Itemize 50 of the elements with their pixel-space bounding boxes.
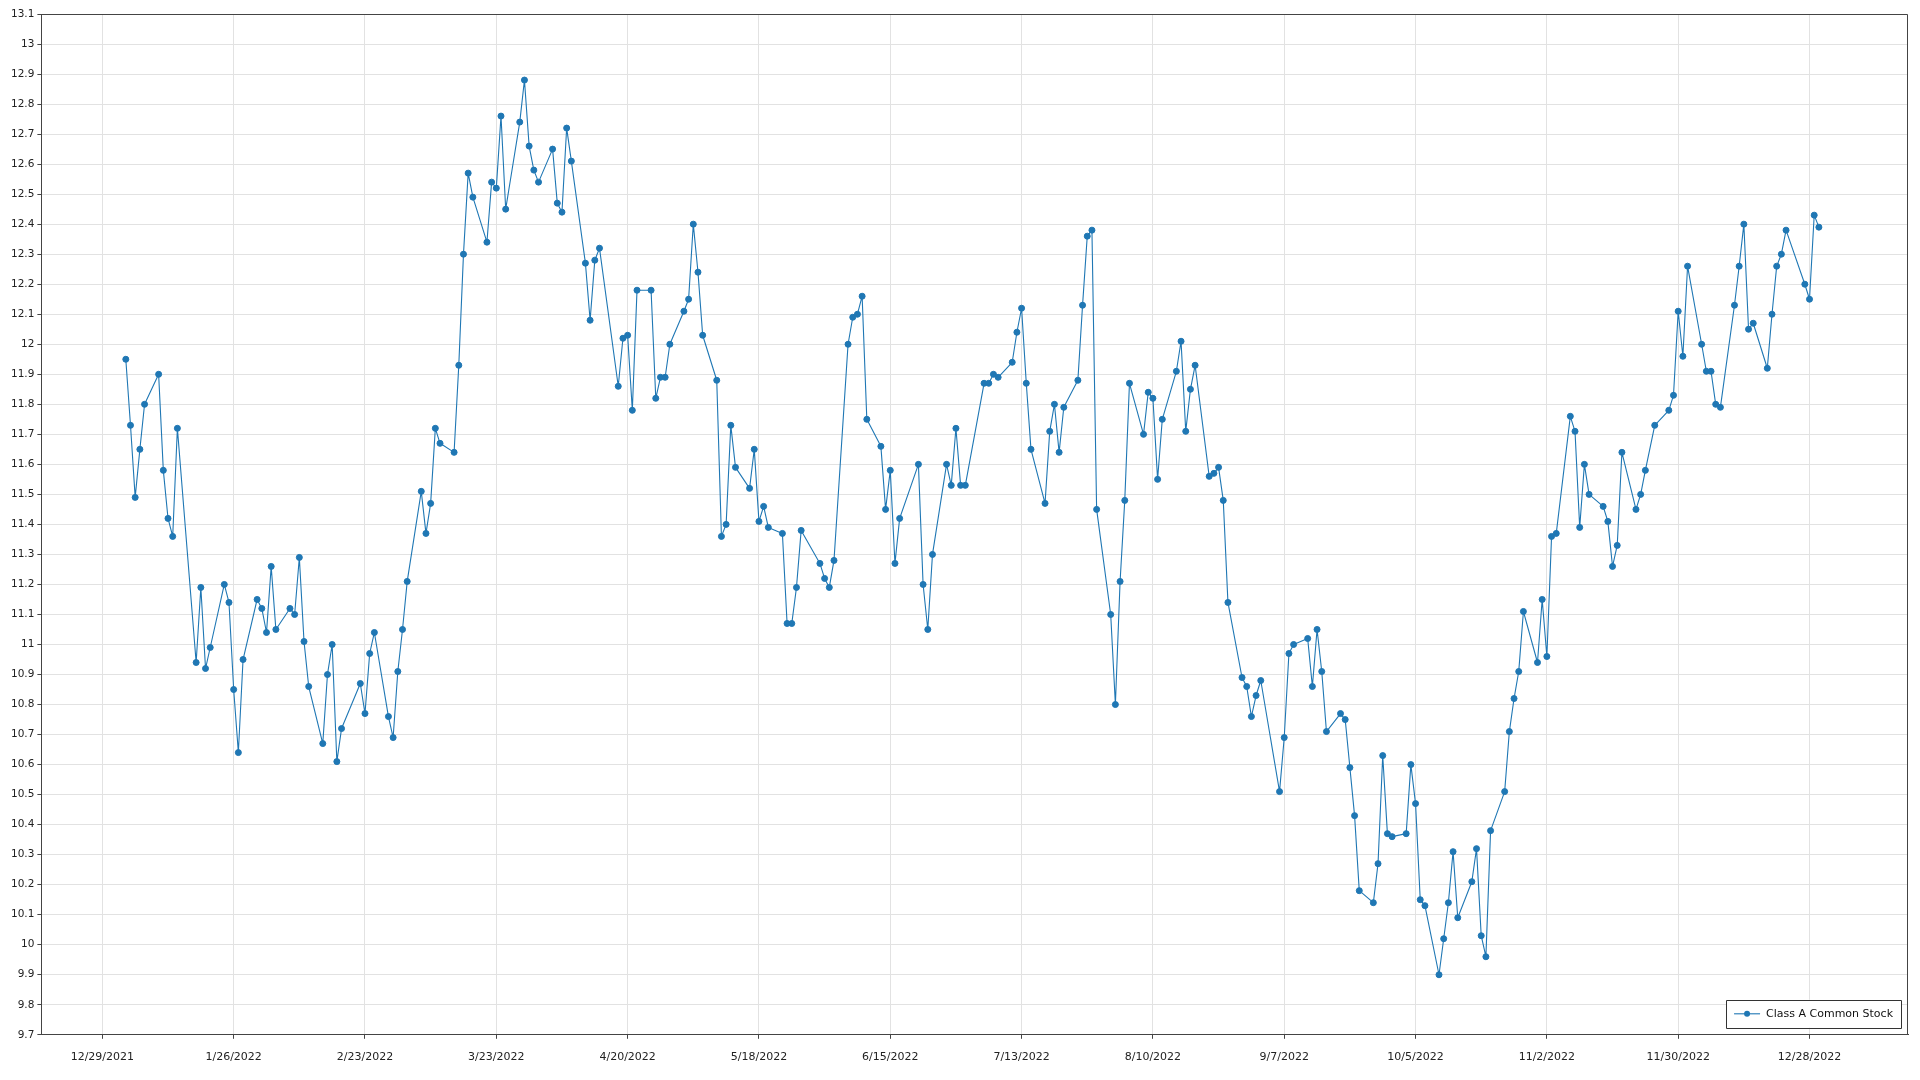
y-tick-label: 11 <box>21 637 35 650</box>
y-tick-label: 9.7 <box>17 1027 35 1040</box>
y-tick-label: 10.5 <box>10 787 35 800</box>
y-tick-label: 12.4 <box>10 216 35 229</box>
x-tick-label: 8/10/2022 <box>1124 1050 1182 1064</box>
y-tick-label: 12.6 <box>10 156 35 169</box>
x-tick-label: 3/23/2022 <box>468 1050 525 1064</box>
y-tick-label: 13 <box>21 36 35 49</box>
y-tick-label: 11.9 <box>10 367 35 380</box>
x-tick-label: 11/30/2022 <box>1646 1050 1710 1064</box>
y-tick-label: 12.7 <box>10 126 35 139</box>
x-tick-label: 9/7/2022 <box>1259 1050 1309 1064</box>
y-tick-label: 10.8 <box>10 697 35 710</box>
x-tick-label: 12/29/2021 <box>70 1050 135 1064</box>
y-tick-label: 12.1 <box>10 306 35 319</box>
y-tick-label: 13.1 <box>10 6 35 19</box>
y-tick-label: 11.3 <box>10 547 35 560</box>
y-tick-label: 11.5 <box>10 487 35 500</box>
y-tick-label: 12 <box>21 336 35 349</box>
x-tick-label: 4/20/2022 <box>599 1050 656 1064</box>
y-tick-label: 11.8 <box>10 397 35 410</box>
y-tick-label: 10.2 <box>10 877 35 890</box>
y-tick-label: 12.2 <box>10 276 35 289</box>
y-tick-label: 10.3 <box>10 847 35 860</box>
x-tick-label: 1/26/2022 <box>205 1050 262 1064</box>
y-tick-label: 10.9 <box>10 667 35 680</box>
x-tick-label: 2/23/2022 <box>336 1050 394 1064</box>
y-tick-label: 11.2 <box>10 577 35 590</box>
y-tick-label: 9.8 <box>17 997 35 1010</box>
y-tick-label: 11.4 <box>10 517 35 530</box>
x-tick-label: 10/5/2022 <box>1387 1050 1444 1064</box>
x-tick-label: 12/28/2022 <box>1777 1050 1842 1064</box>
x-tick-label: 7/13/2022 <box>993 1050 1050 1064</box>
x-tick-label: 5/18/2022 <box>730 1050 788 1064</box>
y-tick-label: 10.6 <box>10 757 35 770</box>
y-tick-label: 12.3 <box>10 246 35 259</box>
y-tick-label: 12.8 <box>10 96 35 109</box>
legend-label: Class A Common Stock <box>1766 1006 1894 1020</box>
y-tick-label: 10.7 <box>10 727 35 740</box>
y-tick-label: 10.1 <box>10 907 35 920</box>
y-tick-label: 11.6 <box>10 457 35 470</box>
x-tick-label: 11/2/2022 <box>1518 1050 1576 1064</box>
y-tick-label: 11.1 <box>10 607 35 620</box>
x-tick-label: 6/15/2022 <box>862 1050 919 1064</box>
y-tick-label: 10 <box>21 937 35 950</box>
y-tick-label: 9.9 <box>17 967 35 980</box>
y-tick-label: 10.4 <box>10 817 35 830</box>
y-tick-label: 12.5 <box>10 186 35 199</box>
y-tick-label: 11.7 <box>10 427 35 440</box>
y-tick-label: 12.9 <box>10 66 35 79</box>
